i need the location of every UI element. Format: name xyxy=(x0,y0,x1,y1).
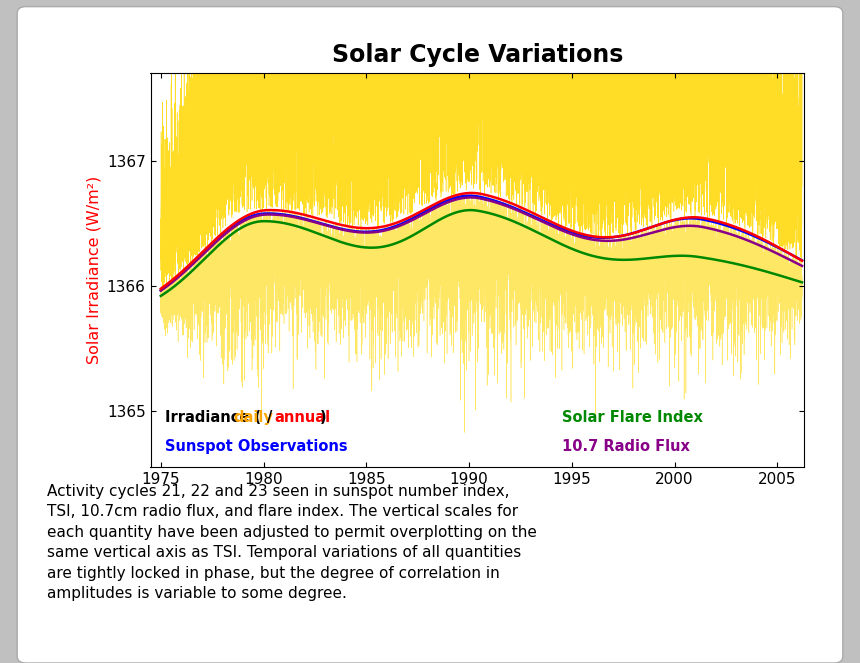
FancyBboxPatch shape xyxy=(17,7,843,663)
Text: 10.7 Radio Flux: 10.7 Radio Flux xyxy=(562,439,690,453)
Text: daily: daily xyxy=(234,410,273,425)
Text: Activity cycles 21, 22 and 23 seen in sunspot number index,
TSI, 10.7cm radio fl: Activity cycles 21, 22 and 23 seen in su… xyxy=(47,484,537,601)
Text: Irradiance (: Irradiance ( xyxy=(165,410,261,425)
Text: /: / xyxy=(267,410,272,425)
Text: Sunspot Observations: Sunspot Observations xyxy=(165,439,347,453)
Title: Solar Cycle Variations: Solar Cycle Variations xyxy=(332,43,623,67)
Y-axis label: Solar Irradiance (W/m²): Solar Irradiance (W/m²) xyxy=(86,176,101,364)
Text: annual: annual xyxy=(275,410,331,425)
Text: Solar Flare Index: Solar Flare Index xyxy=(562,410,703,425)
Text: ): ) xyxy=(320,410,327,425)
